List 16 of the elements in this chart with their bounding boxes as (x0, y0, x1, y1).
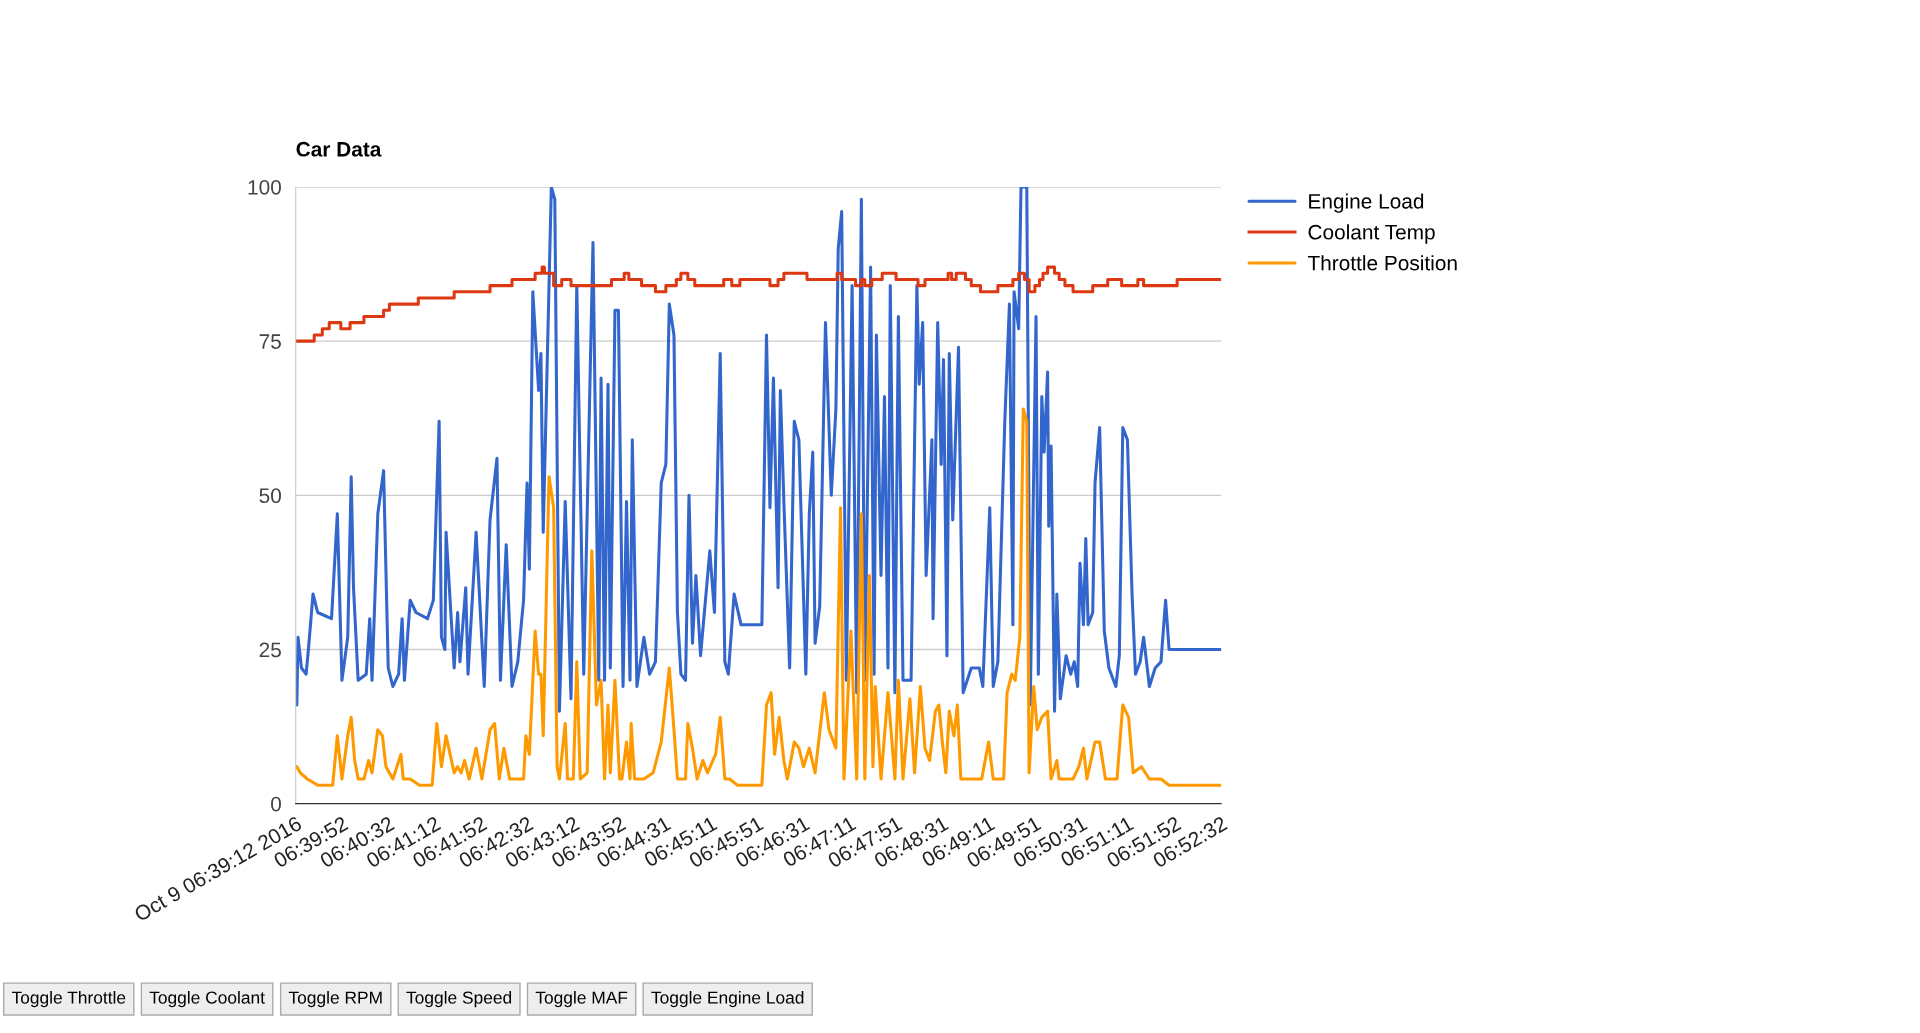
text: Toggle RPM (288, 990, 382, 1008)
text: Toggle Speed (406, 990, 512, 1008)
text: Toggle Throttle (11, 990, 126, 1008)
legend-label: Coolant Temp (1308, 224, 1435, 244)
y-tick-label: 100 (248, 179, 281, 195)
legend-label: Engine Load (1309, 193, 1424, 213)
y-tick-label: 0 (271, 796, 281, 812)
chart-title: Car Data (296, 141, 382, 157)
y-tick-label: 50 (259, 488, 281, 504)
y-tick-label: 25 (259, 642, 281, 658)
text: Toggle Coolant (149, 990, 265, 1008)
line-series (295, 407, 1222, 787)
text: Toggle MAF (535, 990, 628, 1008)
legend-label: Throttle Position (1307, 255, 1457, 271)
text: Toggle Engine Load (651, 990, 804, 1008)
y-tick-label: 75 (259, 334, 281, 349)
